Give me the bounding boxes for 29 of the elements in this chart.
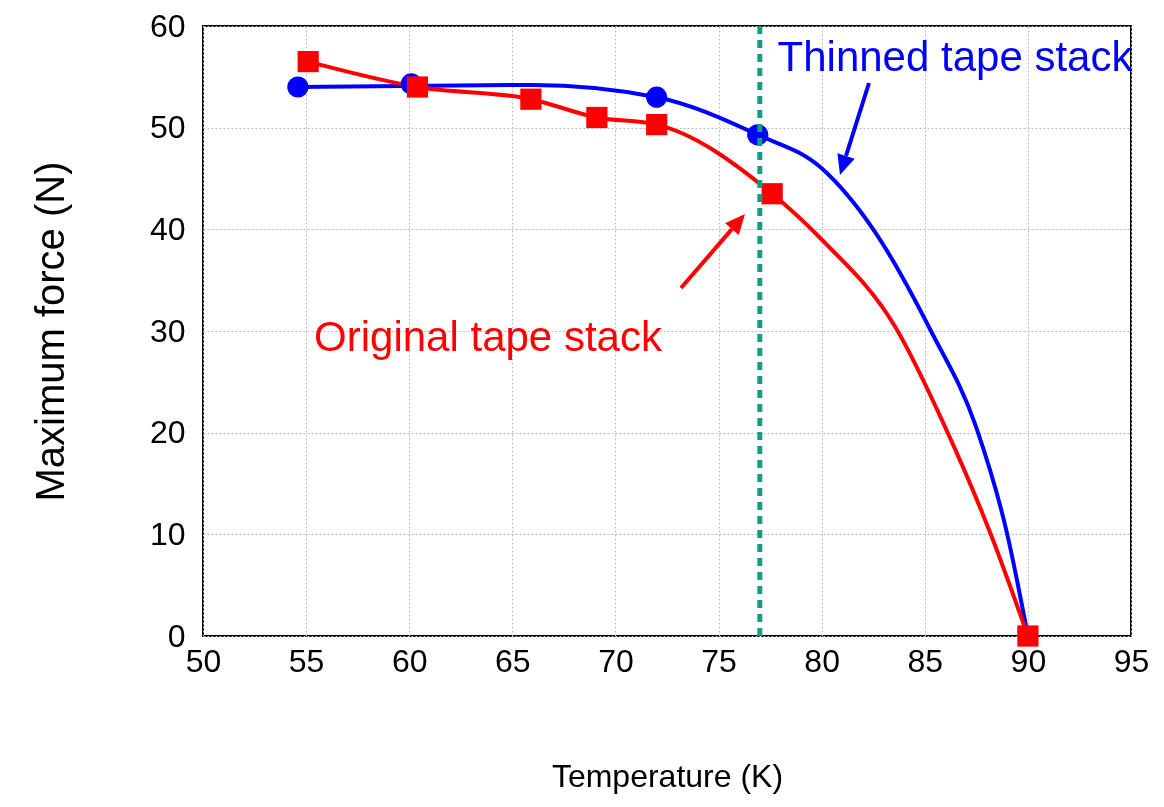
x-axis-title: Temperature (K) [551,757,784,794]
y-tick-label: 30 [149,312,186,349]
y-tick-label: 50 [149,109,186,146]
y-tick-label: 60 [149,7,186,44]
x-tick-label: 85 [907,642,944,679]
x-tick-label: 80 [804,642,840,679]
point [761,183,783,205]
point [586,106,608,129]
x-tick-label: 50 [185,642,222,679]
x-tick-label: 90 [1010,642,1047,679]
x-tick-label: 65 [495,642,531,679]
point [646,114,668,136]
x-tick-label: 70 [598,642,634,679]
y-tick-label: 20 [149,414,186,451]
y-tick-label: 0 [167,617,186,654]
point [1017,625,1039,647]
x-tick-label: 75 [701,642,737,679]
x-tick-label: 55 [288,642,325,679]
point [646,86,668,108]
x-tick-label: 60 [391,642,428,679]
annotation: Original tape stack [314,313,663,360]
x-tick-label: 95 [1113,642,1150,679]
y-axis-title: Maximum force (N) [27,161,72,502]
y-tick-label: 10 [149,515,186,552]
point [297,50,319,73]
point [520,88,542,110]
point [287,76,309,98]
y-tick-label: 40 [149,210,186,247]
point [406,76,429,98]
